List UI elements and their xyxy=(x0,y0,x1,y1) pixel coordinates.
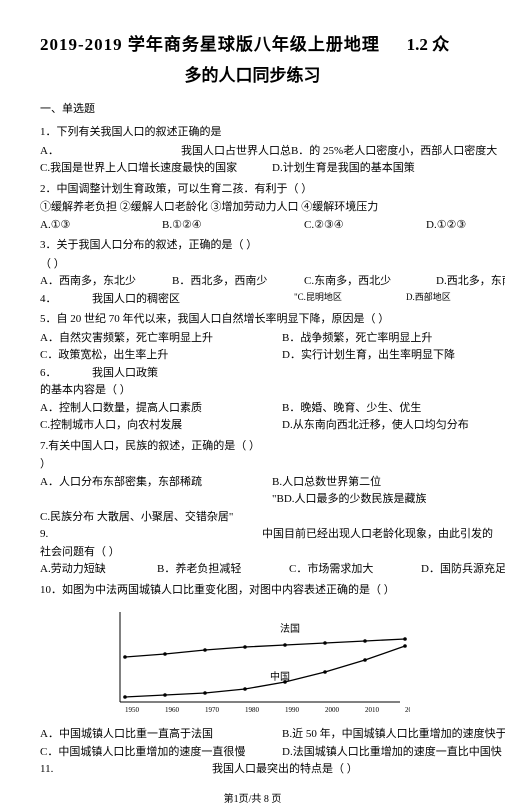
q9-opts: A.劳动力短缺 B．养老负担减轻 C．市场需求加大 D．国防兵源充足 xyxy=(40,561,465,578)
label-france: 法国 xyxy=(280,622,300,635)
svg-text:2000: 2000 xyxy=(325,706,340,714)
q7-stem: 7.有关中国人口，民族的叙述，正确的是（ ） xyxy=(40,438,465,455)
q2-stem: 2．中国调整计划生育政策，可以生育二孩．有利于（ ） xyxy=(40,181,465,198)
q3-d: D.西北多，东南少 xyxy=(436,273,505,290)
q3-a: A．西南多，东北少 xyxy=(40,273,150,290)
q7-b-left xyxy=(40,491,250,508)
svg-text:2010: 2010 xyxy=(365,706,380,714)
q6-row: 6． 我国人口政策 xyxy=(40,365,465,382)
q9-c: C．市场需求加大 xyxy=(289,561,399,578)
q5-ab: A．自然灾害频繁，死亡率明显上升 B．战争频繁，死亡率明显上升 xyxy=(40,330,465,347)
q6-ab: A．控制人口数量，提高人口素质 B．晚婚、晚育、少生、优生 xyxy=(40,400,465,417)
q9-d: D．国防兵源充足 xyxy=(421,561,505,578)
q7-a-left: A．人口分布东部密集，东部稀疏 xyxy=(40,474,250,491)
q6-sub: 的基本内容是（ ） xyxy=(40,382,465,399)
q1-row-cd: C.我国是世界上人口增长速度最快的国家 D.计划生育是我国的基本国策 xyxy=(40,160,465,177)
q3-stem: 3．关于我国人口分布的叙述，正确的是（ ） xyxy=(40,237,465,254)
q5-a: A．自然灾害频繁，死亡率明显上升 xyxy=(40,330,260,347)
title-part2: 多的人口同步练习 xyxy=(40,61,465,86)
q5-d: D．实行计划生育，出生率明显下降 xyxy=(282,347,455,364)
q2-b: B.①②④ xyxy=(162,217,282,234)
q1-stem: 1．下列有关我国人口的叙述正确的是 xyxy=(40,124,465,141)
q4-c: "C.昆明地区 xyxy=(294,291,384,308)
q5-b: B．战争频繁，死亡率明显上升 xyxy=(282,330,432,347)
q10-c: C．中国城镇人口比重增加的速度一直很慢 xyxy=(40,744,260,761)
svg-text:1960: 1960 xyxy=(165,706,180,714)
q7-b-right: "BD.人口最多的少数民族是藏族 xyxy=(272,491,427,508)
q9-a: A.劳动力短缺 xyxy=(40,561,135,578)
q5-c: C．政策宽松，出生率上升 xyxy=(40,347,260,364)
q7-a-right: B.人口总数世界第二位 xyxy=(272,474,381,491)
q11-mid: 我国人口最突出的特点是（ ） xyxy=(212,761,358,778)
q10-b: B.近 50 年，中国城镇人口比重增加的速度快于法国 xyxy=(282,726,505,743)
q2-sub: ①缓解养老负担 ②缓解人口老龄化 ③增加劳动力人口 ④缓解环境压力 xyxy=(40,199,465,216)
title-sec: 1.2 众 xyxy=(407,35,450,54)
q2-opts: A.①③ B.①②④ C.②③④ D.①②③ xyxy=(40,217,465,234)
q3-opts: A．西南多，东北少 B．西北多，西南少 C.东南多，西北少 D.西北多，东南少 xyxy=(40,273,465,290)
page-footer: 第1页/共 8 页 xyxy=(40,790,465,805)
line-chart: 法国 中国 1950 1960 1970 1980 1990 2000 2010 2020 xyxy=(110,602,410,722)
blank-line: （ ） xyxy=(40,256,465,273)
q3-c: C.东南多，西北少 xyxy=(304,273,414,290)
q5-stem: 5．自 20 世纪 70 年代以来，我国人口自然增长率明显下降，原因是（ ） xyxy=(40,311,465,328)
svg-text:1990: 1990 xyxy=(285,706,300,714)
q11-row: 11. 我国人口最突出的特点是（ ） xyxy=(40,761,465,778)
section-heading: 一、单选题 xyxy=(40,100,465,116)
q7-c: C.民族分布 大散居、小聚居、交错杂居" xyxy=(40,509,465,526)
svg-text:1970: 1970 xyxy=(205,706,220,714)
q9-row: 9. 中国目前已经出现人口老龄化现象，由此引发的 xyxy=(40,526,465,543)
q9-sub: 社会问题有（ ） xyxy=(40,544,465,561)
q5-cd: C．政策宽松，出生率上升 D．实行计划生育，出生率明显下降 xyxy=(40,347,465,364)
q3-b: B．西北多，西南少 xyxy=(172,273,282,290)
q7-b: "BD.人口最多的少数民族是藏族 xyxy=(40,491,465,508)
q4-mid: 我国人口的稠密区 xyxy=(92,291,272,308)
q6-b: B．晚婚、晚育、少生、优生 xyxy=(282,400,421,417)
q10-cd: C．中国城镇人口比重增加的速度一直很慢 D.法国城镇人口比重增加的速度一直比中国… xyxy=(40,744,465,761)
q1-a-left: A． xyxy=(40,143,59,160)
svg-text:1980: 1980 xyxy=(245,706,260,714)
q1-a-right: 我国人口占世界人口总B．的 25%老人口密度小，西部人口密度大 xyxy=(181,143,497,160)
label-china: 中国 xyxy=(270,670,290,683)
q10-a: A．中国城镇人口比重一直高于法国 xyxy=(40,726,260,743)
q6-mid: 我国人口政策 xyxy=(92,365,158,382)
q6-a: A．控制人口数量，提高人口素质 xyxy=(40,400,260,417)
q9-b: B．养老负担减轻 xyxy=(157,561,267,578)
q6-d: D.从东南向西北迁移，使人口均匀分布 xyxy=(282,417,469,434)
q9-mid: 中国目前已经出现人口老龄化现象，由此引发的 xyxy=(262,526,493,543)
q4-d: D.西部地区 xyxy=(406,291,451,308)
doc-title: 2019-2019 学年商务星球版八年级上册地理 1.2 众 xyxy=(40,30,465,55)
q4-row: 4． 我国人口的稠密区 "C.昆明地区 D.西部地区 xyxy=(40,291,465,308)
q6-cd: C.控制城市人口，向农村发展 D.从东南向西北迁移，使人口均匀分布 xyxy=(40,417,465,434)
q7-a: A．人口分布东部密集，东部稀疏 B.人口总数世界第二位 xyxy=(40,474,465,491)
blank-line2: ） xyxy=(40,456,465,473)
q10-d: D.法国城镇人口比重增加的速度一直比中国快 xyxy=(282,744,502,761)
q2-c: C.②③④ xyxy=(304,217,404,234)
title-part1: 2019-2019 学年商务星球版八年级上册地理 xyxy=(40,35,380,54)
q6-num: 6． xyxy=(40,365,70,382)
q4-num: 4． xyxy=(40,291,70,308)
q6-c: C.控制城市人口，向农村发展 xyxy=(40,417,260,434)
svg-text:2020: 2020 xyxy=(405,706,410,714)
q2-d: D.①②③ xyxy=(426,217,466,234)
q1-row-a: A． 我国人口占世界人口总B．的 25%老人口密度小，西部人口密度大 xyxy=(40,143,465,160)
q2-a: A.①③ xyxy=(40,217,140,234)
q1-d: D.计划生育是我国的基本国策 xyxy=(272,160,415,177)
q10-ab: A．中国城镇人口比重一直高于法国 B.近 50 年，中国城镇人口比重增加的速度快… xyxy=(40,726,465,743)
q11-num: 11. xyxy=(40,761,70,778)
q9-num: 9. xyxy=(40,526,70,543)
q10-stem: 10．如图为中法两国城镇人口比重变化图，对图中内容表述正确的是（ ） xyxy=(40,582,465,599)
svg-text:1950: 1950 xyxy=(125,706,140,714)
q1-c: C.我国是世界上人口增长速度最快的国家 xyxy=(40,160,250,177)
